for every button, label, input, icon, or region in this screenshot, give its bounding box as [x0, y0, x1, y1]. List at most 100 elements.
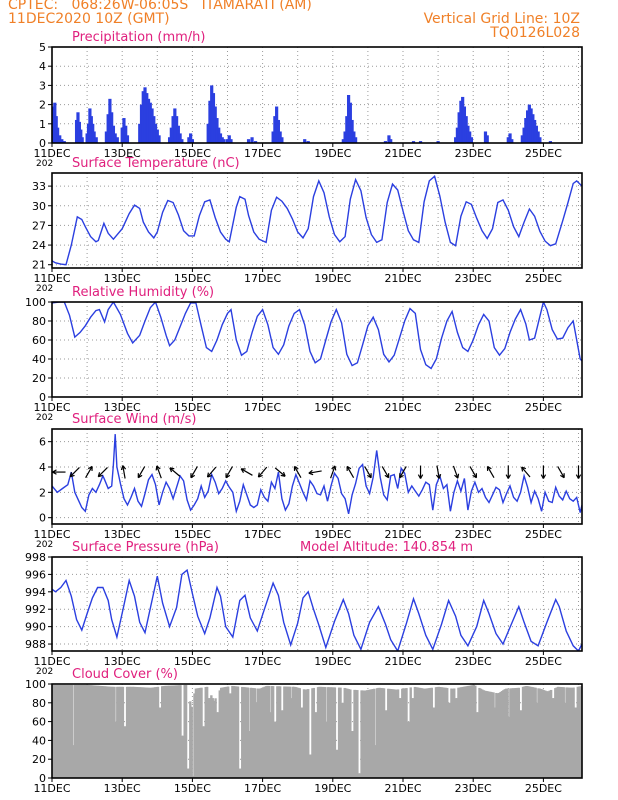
wind-arrow	[452, 465, 460, 479]
cloud-bar	[191, 776, 195, 778]
cloud-bar	[315, 712, 318, 778]
cloud-bar	[66, 684, 70, 778]
wind-arrow-head	[156, 465, 161, 470]
cloud-bar	[486, 691, 490, 778]
precip-bar	[62, 141, 66, 143]
panel-title: Surface Wind (m/s)	[72, 412, 196, 427]
cloud-bar	[340, 702, 344, 778]
cloud-bar	[471, 685, 474, 778]
cloud-bar	[377, 687, 380, 778]
wind-arrow-head	[98, 474, 103, 478]
cloud-bar	[329, 687, 332, 778]
wind-arrow-shaft	[346, 466, 355, 478]
cloud-bar	[528, 686, 532, 778]
cloud-bar	[472, 684, 476, 778]
cloud-bar	[556, 686, 560, 778]
y-tick-label: 40	[32, 734, 46, 747]
x-tick-label: 15DEC	[174, 401, 211, 414]
panel-title: Relative Humidity (%)	[72, 285, 214, 300]
cloud-bar	[434, 687, 438, 778]
y-tick-label: 4	[39, 60, 46, 73]
precip-bar	[418, 141, 423, 143]
precip-bar	[138, 123, 142, 143]
x-tick-label: 25DEC	[525, 401, 562, 414]
cloud-bar	[495, 692, 498, 778]
cloud-bar	[284, 686, 287, 778]
cloud-bar	[363, 690, 366, 778]
cloud-bar	[426, 688, 429, 778]
cloud-bar	[350, 731, 353, 778]
precip-bar	[225, 139, 230, 143]
x-tick-label: 13DEC	[104, 147, 141, 160]
cloud-bar	[141, 687, 144, 778]
cloud-bar	[535, 702, 539, 778]
x-tick-label: 13DEC	[104, 655, 141, 668]
cloud-bar	[469, 685, 473, 778]
x-tick-label: 23DEC	[455, 782, 492, 795]
precip-bar	[175, 116, 179, 143]
cloud-bar	[351, 731, 355, 778]
precip-bar	[250, 137, 254, 143]
y-tick-label: 3	[39, 79, 46, 92]
cloud-bar	[364, 690, 367, 778]
cloud-bar	[519, 710, 522, 778]
series-line	[52, 568, 582, 651]
cloud-bar	[158, 707, 161, 778]
wind-arrow-head	[435, 474, 440, 479]
x-tick-label: 15DEC	[174, 147, 211, 160]
cloud-bar	[333, 687, 337, 778]
precip-bar	[190, 139, 194, 143]
wind-arrow-head	[334, 465, 337, 471]
cloud-bar	[579, 686, 582, 778]
cloud-bar	[146, 687, 150, 778]
cloud-bar	[239, 768, 243, 778]
cloud-bar	[380, 687, 383, 778]
cloud-bar	[113, 686, 116, 778]
wind-arrow-head	[207, 474, 212, 478]
cloud-bar	[242, 687, 245, 778]
cloud-bar	[121, 686, 125, 778]
cloud-bar	[409, 687, 412, 778]
wind-arrow-head	[331, 465, 336, 470]
precip-bar	[383, 141, 388, 143]
cloud-bar	[138, 687, 141, 778]
cloud-bar	[168, 685, 171, 778]
cloud-bar	[290, 698, 293, 778]
x-year-label: 202	[36, 413, 53, 423]
precip-bar	[210, 85, 214, 143]
wind-arrow	[240, 468, 253, 476]
precip-bar	[206, 123, 210, 143]
cloud-bar	[328, 687, 331, 778]
cloud-bar	[575, 707, 578, 778]
plot-area	[52, 302, 582, 370]
wind-arrow-shaft	[330, 465, 336, 479]
x-tick-label: 13DEC	[104, 272, 141, 285]
cloud-bar	[225, 686, 228, 778]
y-tick-label: 2	[39, 486, 46, 499]
cloud-bar	[566, 687, 570, 778]
precip-bar	[215, 118, 219, 143]
wind-arrow	[330, 465, 337, 479]
cloud-bar	[433, 707, 436, 778]
cloud-bar	[232, 686, 236, 778]
cloud-bar	[368, 689, 372, 778]
cloud-bar	[458, 687, 462, 778]
cloud-bar	[218, 690, 221, 778]
precip-bar	[56, 127, 60, 143]
series-line	[52, 434, 582, 515]
cloud-bar	[102, 686, 105, 778]
precip-bar	[525, 110, 530, 143]
cloud-bar	[287, 686, 290, 778]
cloud-bar	[173, 685, 177, 778]
x-tick-label: 11DEC	[33, 528, 70, 541]
precip-bar	[454, 137, 458, 143]
wind-arrow-head	[366, 474, 372, 479]
wind-arrow-head	[540, 474, 544, 479]
y-tick-label: 80	[32, 315, 46, 328]
wind-arrow-head	[417, 474, 422, 479]
cloud-bar	[281, 710, 285, 778]
cloud-bar	[228, 693, 231, 778]
cloud-bar	[516, 687, 519, 778]
y-tick-label: 0	[39, 391, 46, 404]
x-year-label: 202	[36, 540, 53, 550]
